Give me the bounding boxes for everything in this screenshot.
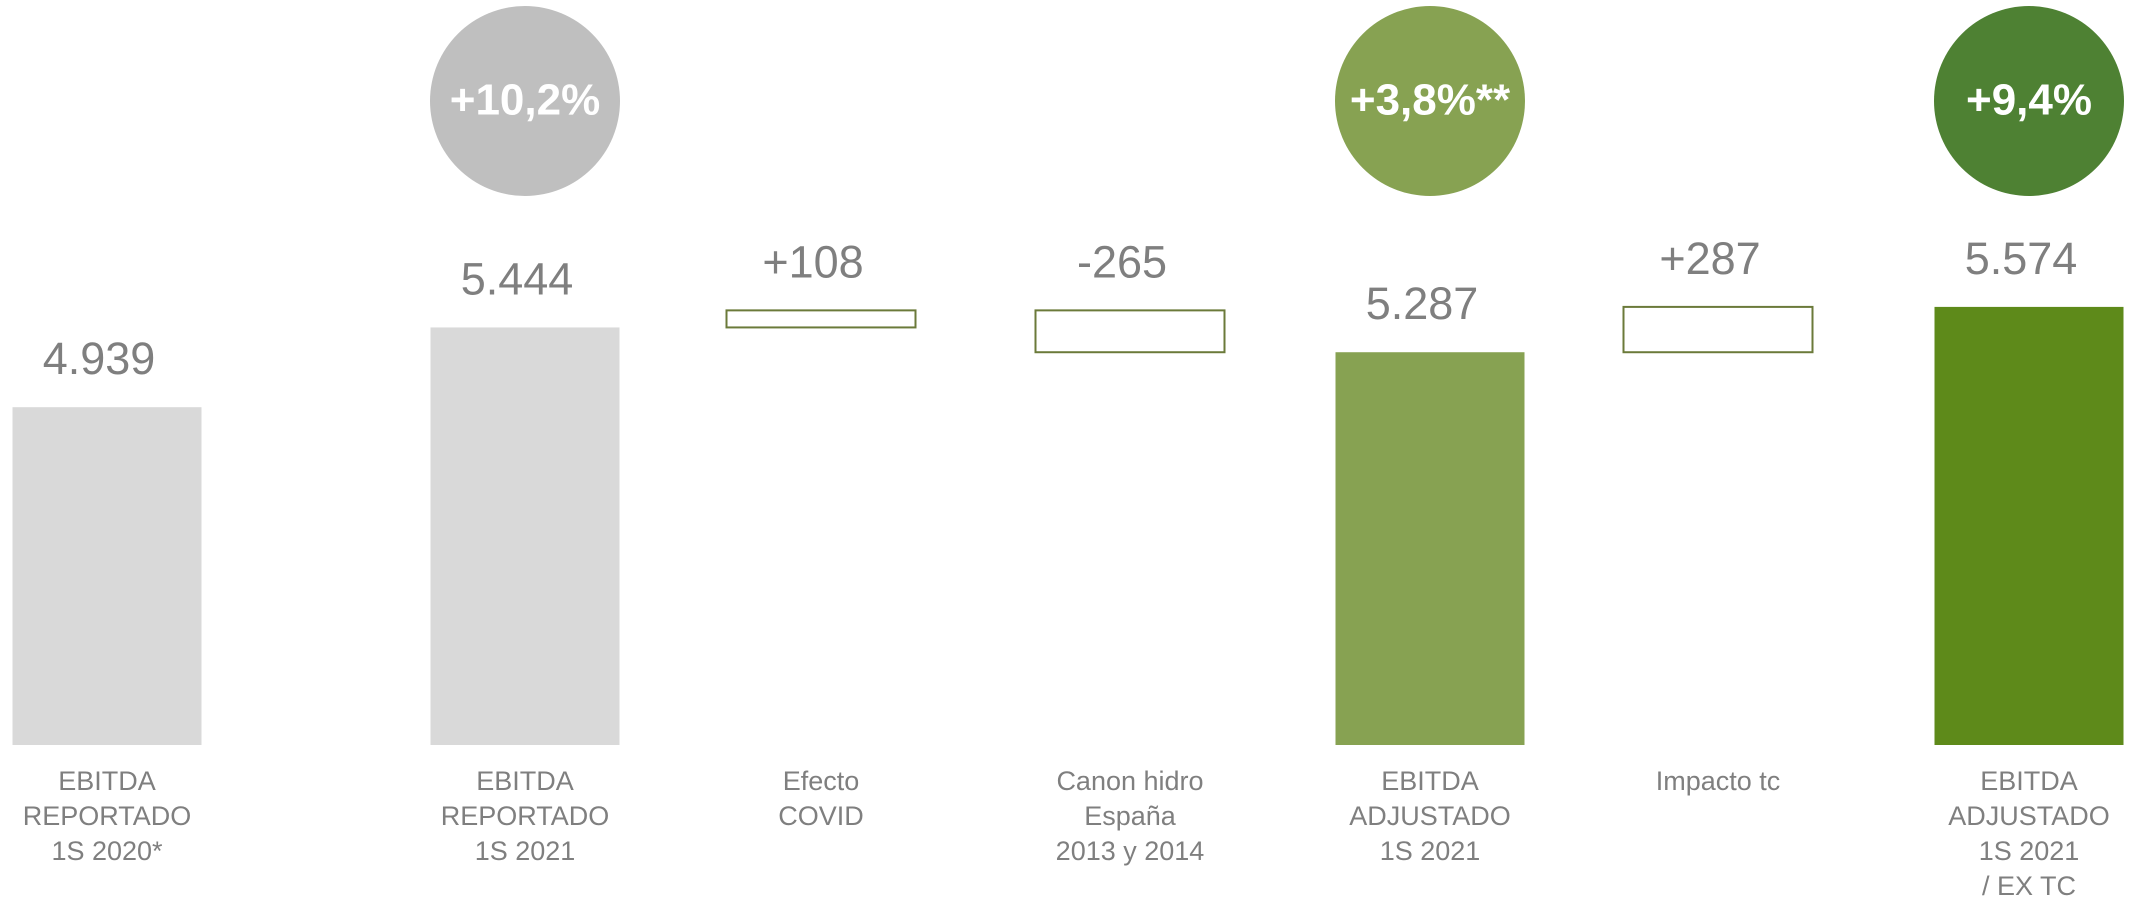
category-line: EBITDA	[1381, 766, 1479, 796]
category-line: ADJUSTADO	[1349, 801, 1511, 831]
value-label: +108	[762, 236, 863, 287]
category-line: EBITDA	[476, 766, 574, 796]
total-bar	[1335, 352, 1525, 745]
category-label: Impacto tc	[1656, 766, 1781, 796]
category-label: EBITDA ADJUSTADO 1S 2021 / EX TC	[1948, 766, 2110, 900]
category-line: España	[1084, 801, 1177, 831]
badge-label: +3,8%**	[1350, 76, 1511, 125]
category-line: 2013 y 2014	[1056, 836, 1205, 866]
category-label: Canon hidro España 2013 y 2014	[1056, 766, 1205, 866]
category-line: COVID	[778, 801, 864, 831]
total-bar	[12, 407, 202, 745]
value-label: 4.939	[43, 333, 156, 384]
badge-circle	[1335, 6, 1525, 196]
badge-circle	[1934, 6, 2124, 196]
category-line: 1S 2021	[475, 836, 576, 866]
badge-label: +10,2%	[450, 76, 600, 125]
category-label: EBITDA REPORTADO 1S 2020*	[23, 766, 192, 866]
category-line: Canon hidro	[1056, 766, 1203, 796]
category-line: ADJUSTADO	[1948, 801, 2110, 831]
delta-box	[725, 309, 917, 329]
value-label: -265	[1077, 236, 1167, 287]
category-line: REPORTADO	[441, 801, 610, 831]
total-bar	[430, 327, 620, 745]
badge-circle	[430, 6, 620, 196]
value-label: 5.444	[461, 253, 574, 304]
category-line: Efecto	[783, 766, 860, 796]
category-line: 1S 2021	[1979, 836, 2080, 866]
category-label: Efecto COVID	[778, 766, 864, 831]
category-line: REPORTADO	[23, 801, 192, 831]
value-label: +287	[1659, 233, 1760, 284]
badge-label: +9,4%	[1966, 76, 2092, 125]
category-line: 1S 2020*	[51, 836, 163, 866]
category-line: / EX TC	[1982, 871, 2076, 900]
category-line: EBITDA	[1980, 766, 2078, 796]
delta-box	[1622, 305, 1814, 354]
category-label: EBITDA REPORTADO 1S 2021	[441, 766, 610, 866]
value-label: 5.574	[1965, 233, 2078, 284]
value-label: 5.287	[1366, 278, 1479, 329]
total-bar	[1934, 306, 2124, 745]
delta-box	[1034, 309, 1226, 354]
category-line: Impacto tc	[1656, 766, 1781, 796]
category-label: EBITDA ADJUSTADO 1S 2021	[1349, 766, 1511, 866]
category-line: 1S 2021	[1380, 836, 1481, 866]
category-line: EBITDA	[58, 766, 156, 796]
